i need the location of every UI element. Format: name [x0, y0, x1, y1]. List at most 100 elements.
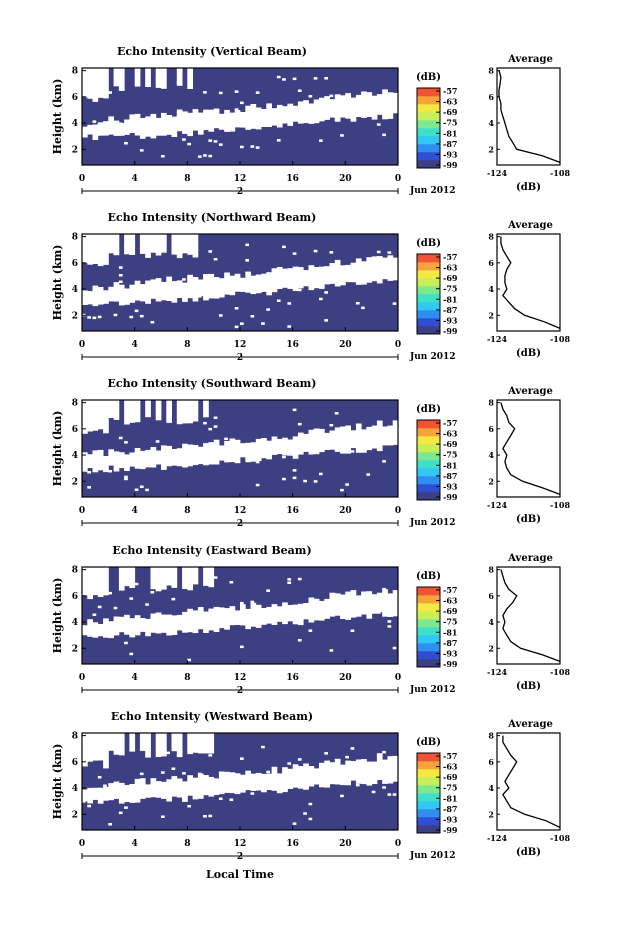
y-tick-label: 8	[72, 233, 78, 243]
gap-speckle	[292, 252, 297, 255]
gap-cell	[113, 282, 120, 302]
gap-cell	[113, 234, 120, 256]
gap-cell	[324, 266, 330, 285]
gap-cell	[234, 439, 241, 464]
gap-cell	[229, 438, 236, 463]
date-label: Jun 2012	[409, 685, 456, 695]
gap-cell	[82, 126, 88, 138]
gap-speckle	[161, 815, 165, 818]
x-tick-label: 16	[286, 673, 299, 683]
y-tick-label: 4	[72, 451, 78, 461]
colorbar-segment	[417, 326, 440, 335]
colorbar-segment	[417, 136, 440, 145]
gap-cell	[208, 608, 215, 631]
gap-cell	[324, 598, 330, 619]
gap-speckle	[213, 140, 218, 143]
colorbar-segment	[417, 619, 440, 628]
gap-cell	[255, 604, 262, 628]
gap-speckle	[224, 456, 228, 459]
colorbar-tick-label: -69	[443, 772, 458, 782]
colorbar-segment	[417, 144, 440, 153]
gap-cell	[266, 440, 272, 460]
gap-cell	[303, 433, 309, 452]
gap-cell	[155, 781, 162, 798]
gap-speckle	[340, 488, 344, 492]
gap-cell	[366, 761, 373, 786]
x-tick-label: 0	[79, 673, 85, 683]
y-tick-label: 2	[72, 145, 78, 155]
colorbar-segment	[417, 809, 440, 818]
x-tick-label: 12	[234, 673, 247, 683]
gap-cell	[361, 591, 367, 615]
colorbar-tick-label: -81	[443, 460, 457, 470]
colorbar-tick-label: -75	[443, 783, 457, 793]
gap-cell	[329, 263, 336, 284]
gap-cell	[155, 567, 162, 592]
colorbar-tick-label: -99	[443, 160, 458, 170]
gap-cell	[145, 618, 151, 637]
gap-cell	[87, 291, 93, 305]
avg-title: Average	[507, 553, 553, 564]
gap-cell	[129, 284, 136, 303]
heatmap-gaps	[82, 68, 399, 158]
gap-cell	[203, 567, 209, 586]
gap-cell	[387, 756, 394, 784]
gap-cell	[245, 271, 251, 293]
gap-cell	[250, 442, 257, 462]
gap-speckle	[82, 625, 86, 628]
x-tick-label: 0	[79, 174, 85, 184]
gap-speckle	[340, 134, 344, 137]
x-tick-label: 0	[395, 506, 401, 516]
gap-speckle	[382, 460, 386, 463]
gap-cell	[87, 733, 93, 762]
gap-speckle	[334, 446, 339, 449]
gap-speckle	[287, 578, 292, 581]
gap-cell	[176, 400, 183, 425]
colorbar-segment	[417, 128, 440, 137]
gap-cell	[161, 781, 167, 799]
gap-speckle	[250, 145, 255, 148]
gap-cell	[355, 94, 362, 117]
gap-speckle	[208, 427, 213, 431]
colorbar-tick-label: -87	[443, 139, 457, 149]
y-tick-label: 6	[72, 259, 78, 269]
gap-cell	[261, 438, 267, 459]
gap-cell	[92, 787, 99, 800]
gap-cell	[124, 785, 130, 802]
gap-speckle	[187, 142, 191, 146]
x-axis-label: Local Time	[206, 868, 274, 881]
colorbar-label: (dB)	[416, 72, 441, 83]
x-tick-label: 0	[79, 340, 85, 350]
gap-cell	[340, 764, 346, 786]
gap-cell	[113, 781, 120, 799]
gap-cell	[134, 448, 141, 469]
gap-cell	[97, 400, 104, 430]
gap-speckle	[287, 325, 292, 328]
gap-speckle	[118, 436, 123, 440]
x-tick-label: 16	[286, 506, 299, 516]
gap-cell	[350, 430, 357, 449]
gap-speckle	[292, 476, 297, 480]
y-tick-label: 6	[72, 93, 78, 103]
gap-speckle	[124, 641, 128, 645]
gap-speckle	[392, 646, 397, 650]
gap-cell	[103, 567, 109, 596]
gap-cell	[171, 776, 178, 797]
colorbar-frame	[416, 752, 441, 834]
gap-speckle	[350, 629, 355, 632]
gap-speckle	[129, 597, 134, 600]
gap-cell	[371, 95, 378, 120]
colorbar-segment	[417, 310, 440, 319]
gap-speckle	[124, 477, 128, 481]
gap-cell	[150, 567, 157, 590]
gap-speckle	[376, 447, 381, 451]
gap-speckle	[134, 309, 139, 313]
colorbar-segment	[417, 96, 440, 105]
gap-cell	[187, 567, 193, 591]
gap-cell	[313, 428, 320, 455]
avg-y-tick-label: 4	[488, 783, 494, 793]
gap-cell	[271, 766, 278, 791]
gap-cell	[313, 99, 320, 124]
gap-cell	[218, 607, 225, 629]
gap-cell	[166, 779, 172, 802]
